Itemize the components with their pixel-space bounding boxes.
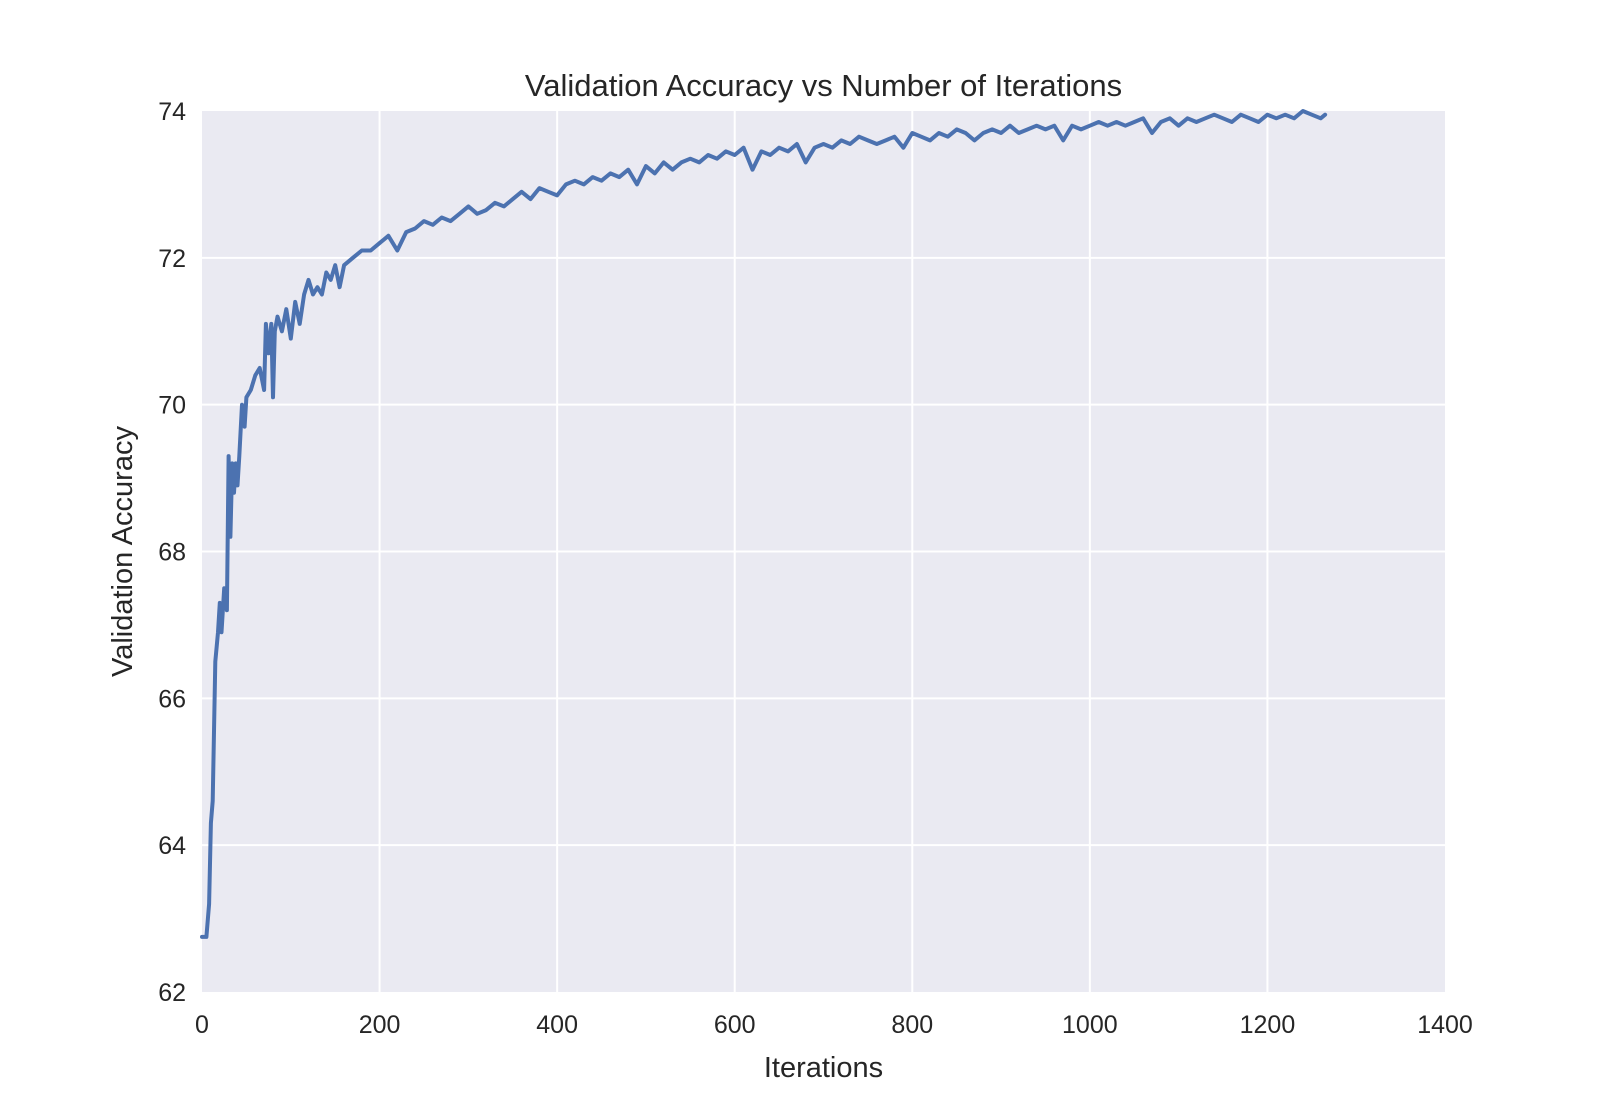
y-tick-labels: 62 64 66 68 70 72 74: [158, 98, 186, 1007]
x-tick-label: 0: [195, 1011, 209, 1039]
x-tick-labels: 0 200 400 600 800 1000 1200 1400: [195, 1011, 1473, 1039]
y-axis-label: Validation Accuracy: [107, 426, 139, 677]
y-tick-label: 62: [158, 979, 186, 1007]
y-tick-label: 66: [158, 685, 186, 713]
chart-title: Validation Accuracy vs Number of Iterati…: [525, 68, 1122, 103]
x-tick-label: 1400: [1417, 1011, 1473, 1039]
y-tick-label: 72: [158, 245, 186, 273]
x-tick-label: 800: [891, 1011, 933, 1039]
x-axis-label: Iterations: [764, 1052, 883, 1084]
y-tick-label: 68: [158, 539, 186, 567]
x-tick-label: 400: [536, 1011, 578, 1039]
y-tick-label: 70: [158, 392, 186, 420]
y-tick-label: 64: [158, 832, 186, 860]
x-tick-label: 1000: [1062, 1011, 1118, 1039]
x-tick-label: 1200: [1240, 1011, 1296, 1039]
x-tick-label: 600: [714, 1011, 756, 1039]
series-line-validation-accuracy: [200, 109, 1328, 939]
grid-lines: [202, 111, 1445, 992]
y-tick-label: 74: [158, 98, 186, 126]
x-tick-label: 200: [359, 1011, 401, 1039]
